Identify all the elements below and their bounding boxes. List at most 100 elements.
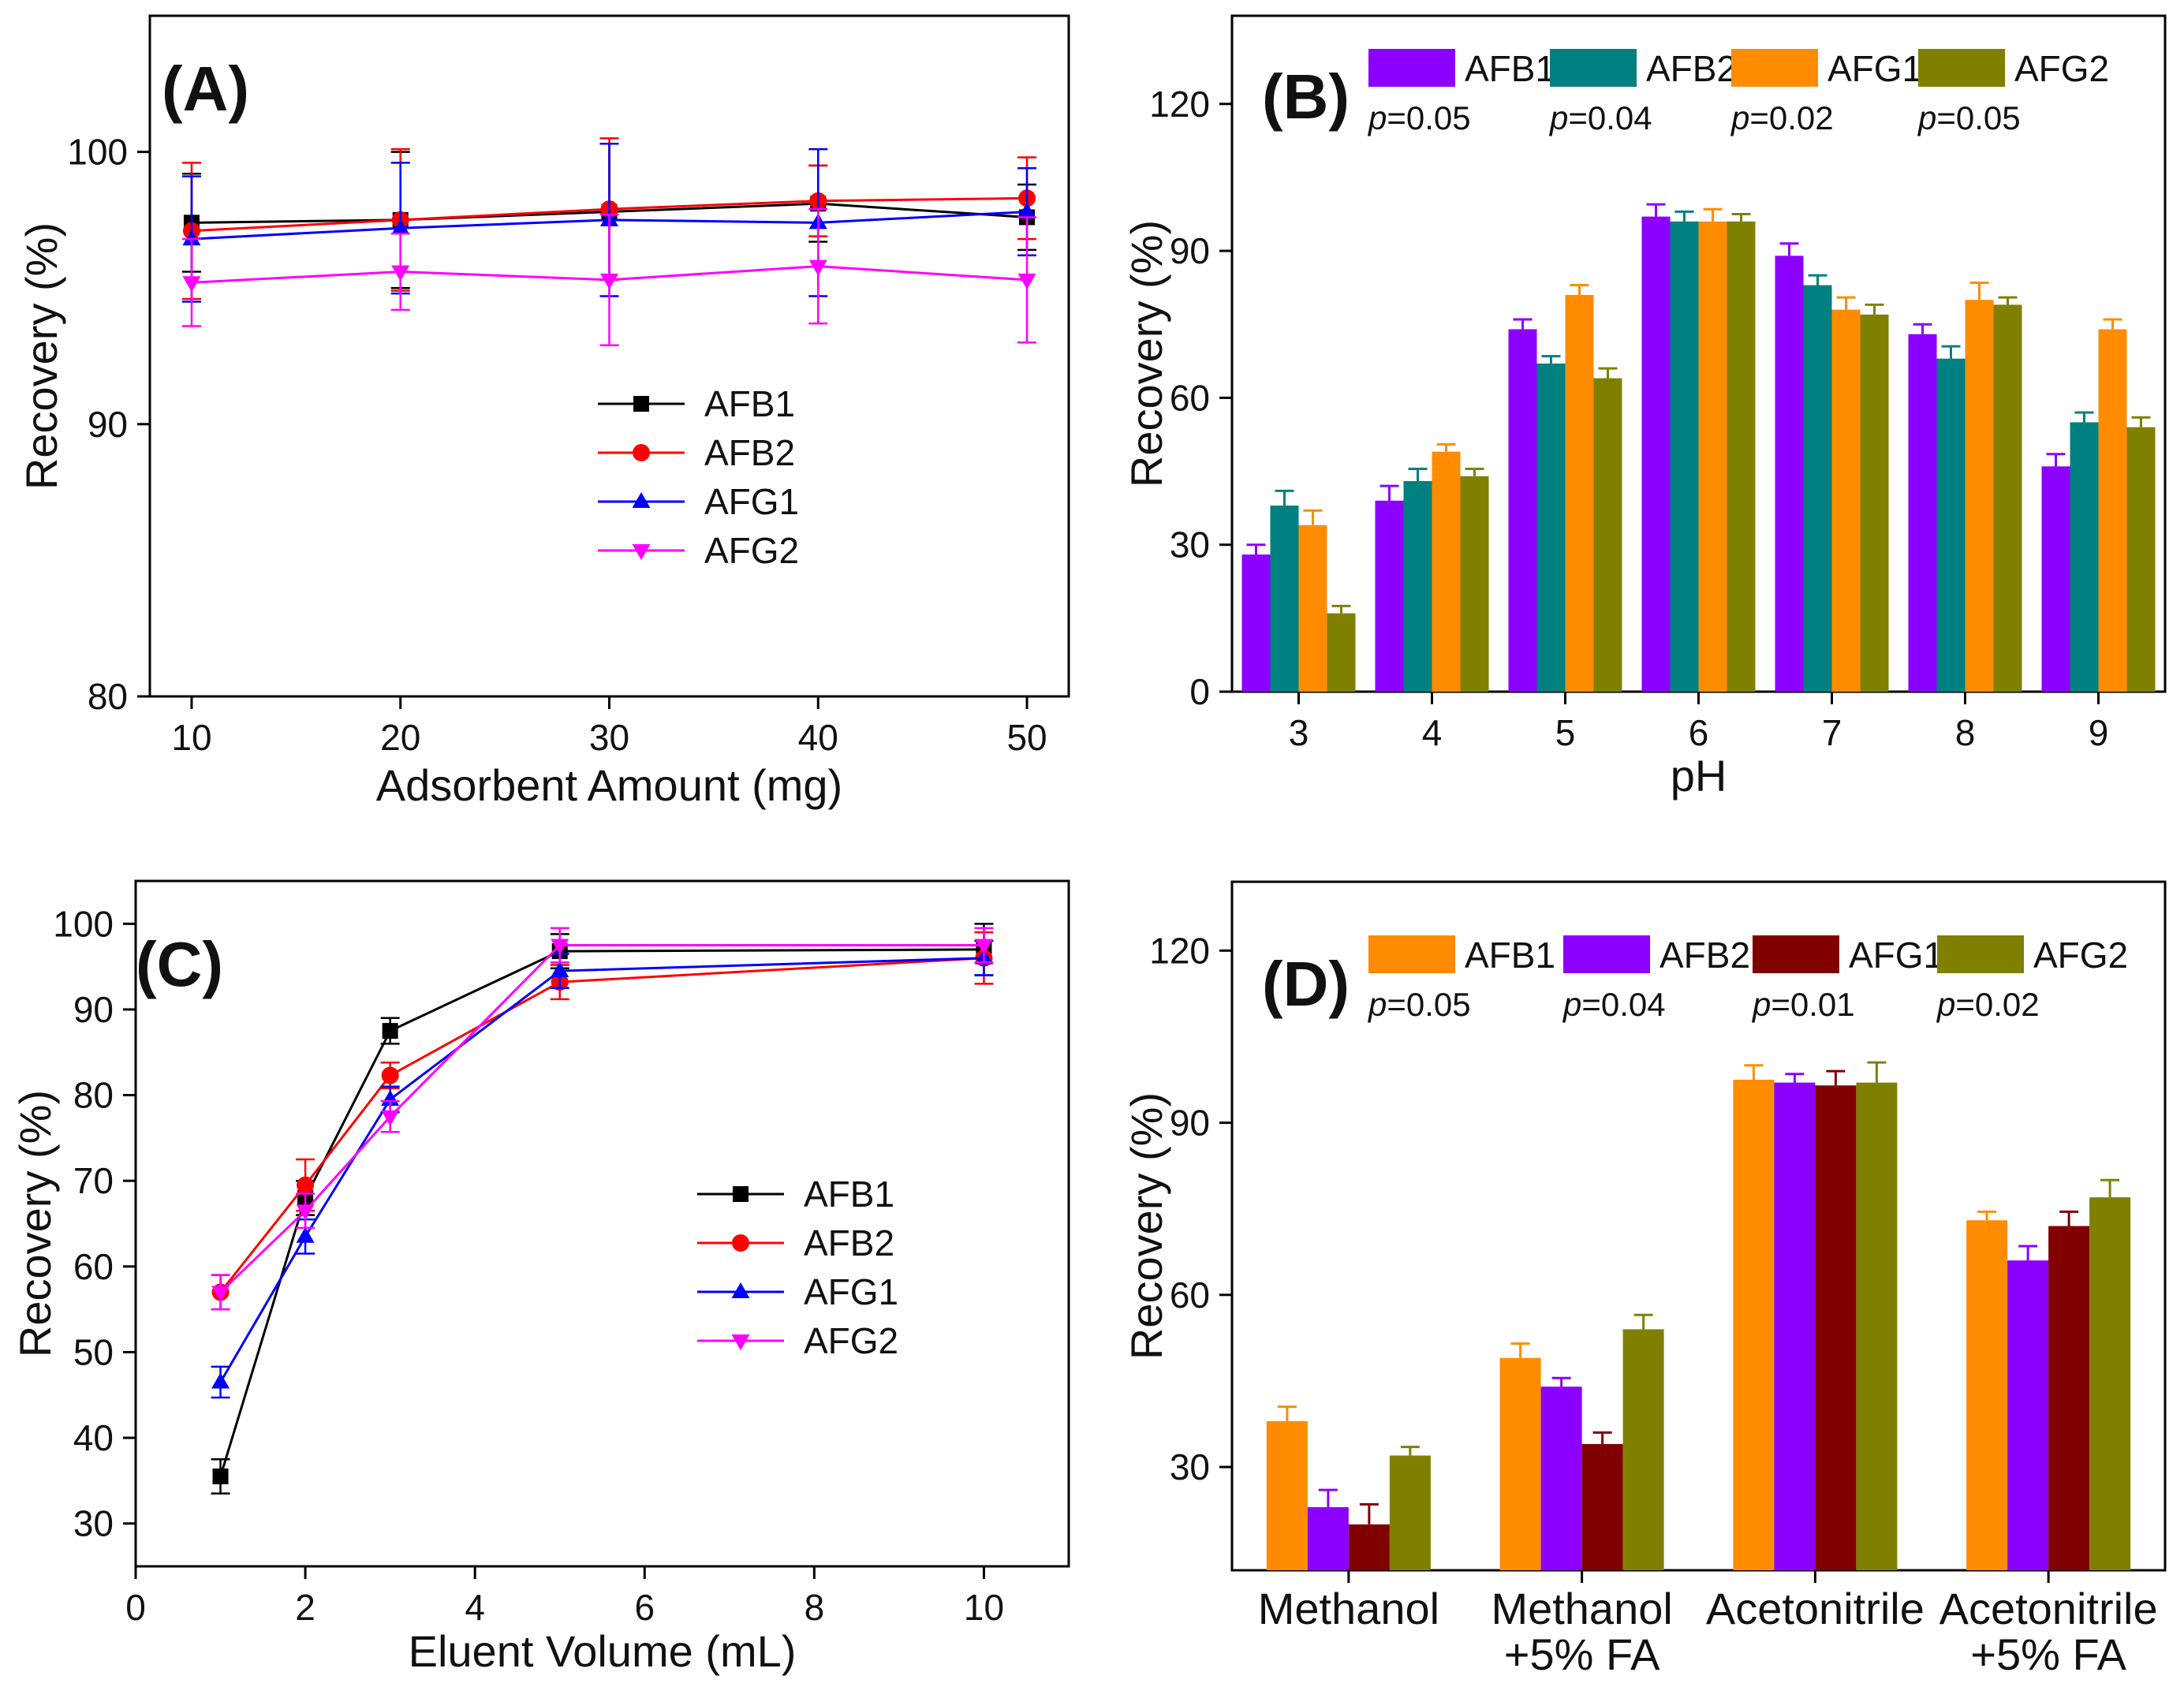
data-point [381, 1110, 400, 1126]
x-axis-label: Adsorbent Amount (mg) [376, 760, 842, 810]
panel-label: (D) [1262, 949, 1350, 1019]
bar [1856, 1082, 1898, 1570]
x-tick-label: +5% FA [1970, 1629, 2126, 1679]
p-value: p=0.02 [1936, 986, 2040, 1023]
bar [1432, 451, 1461, 692]
bar [2098, 329, 2127, 692]
bar [1698, 221, 1727, 692]
legend: AFB1 p=0.05 AFB2 p=0.04 AFG1 p=0.01 AFG2 p=0.02 [1367, 935, 2128, 1023]
legend: AFB1 AFB2 AFG1 AFG2 [697, 1174, 898, 1361]
data-point [1017, 202, 1036, 218]
legend-label: AFB1 [704, 383, 795, 424]
x-tick-label: 20 [380, 717, 420, 758]
bar [2126, 427, 2156, 692]
legend-swatch [1918, 49, 2005, 87]
series-afg2 [181, 207, 1037, 346]
data-point [296, 1204, 315, 1221]
bar [1307, 1506, 1349, 1570]
data-point [297, 1176, 315, 1194]
p-value: p=0.01 [1751, 986, 1855, 1023]
legend-swatch [1937, 935, 2024, 973]
bar [1581, 1443, 1623, 1570]
series-line [219, 957, 984, 1383]
series-afg2 [211, 927, 994, 1311]
legend-marker [633, 396, 649, 412]
y-tick-label: 0 [1189, 671, 1210, 712]
series-afb1 [1266, 1064, 2008, 1570]
bar [1540, 1387, 1582, 1570]
data-point [391, 265, 410, 282]
bar [1565, 294, 1594, 692]
x-axis-label: Eluent Volume (mL) [409, 1626, 797, 1676]
bar [1508, 329, 1537, 692]
data-point [212, 1468, 229, 1484]
data-point [551, 961, 569, 978]
bar [1908, 334, 1937, 692]
bar [1241, 554, 1271, 692]
legend-label: AFG1 [704, 481, 799, 522]
bar [1327, 613, 1356, 692]
y-tick-label: 60 [1170, 1275, 1210, 1316]
series-afb2 [1307, 1073, 2049, 1570]
p-value: p=0.04 [1548, 99, 1652, 136]
bar [1266, 1420, 1308, 1570]
bar [1803, 285, 1832, 692]
legend-label: AFB1 [804, 1174, 894, 1215]
legend-marker [732, 1234, 749, 1252]
legend-marker [731, 1334, 750, 1350]
data-point [600, 273, 618, 289]
y-tick-label: 50 [73, 1331, 114, 1372]
legend-marker [633, 444, 650, 461]
panel-label: (A) [162, 54, 249, 124]
x-tick-label: 3 [1289, 712, 1309, 753]
legend-swatch [1563, 935, 1650, 973]
y-tick-label: 30 [1170, 524, 1210, 565]
bar [1993, 304, 2022, 692]
bar [1499, 1357, 1541, 1570]
bar [2041, 466, 2070, 692]
x-tick-label: 40 [798, 717, 838, 758]
x-tick-label: 0 [125, 1587, 146, 1628]
bar [1348, 1524, 1390, 1570]
x-tick-label: 7 [1822, 712, 1842, 753]
legend-label: AFG1 [1827, 48, 1922, 89]
y-tick-label: 100 [67, 132, 128, 173]
p-value: p=0.05 [1367, 986, 1471, 1023]
bar [1965, 300, 1994, 692]
x-tick-label: 8 [805, 1587, 825, 1628]
legend-label: AFB2 [704, 432, 795, 473]
data-point [808, 259, 827, 276]
x-tick-label: 6 [1689, 712, 1709, 753]
bar [1622, 1329, 1664, 1570]
legend-swatch [1368, 935, 1455, 973]
x-tick-label: 4 [465, 1587, 485, 1628]
bar [1536, 363, 1566, 692]
chart-panel-b: 3 4 5 6 7 8 90306090120AFB1p=0.05AFB2p=0.04AFG… [1122, 14, 2167, 801]
bar [1403, 480, 1432, 692]
series-afg1 [1298, 207, 2127, 692]
legend-label: AFG1 [804, 1271, 898, 1312]
legend-label: AFB2 [1659, 935, 1750, 976]
legend-label: AFG2 [2014, 48, 2109, 89]
series-afb2 [1270, 210, 2099, 692]
bar [1389, 1455, 1431, 1570]
p-value: p=0.02 [1730, 99, 1834, 136]
y-tick-label: 60 [1170, 377, 1210, 418]
legend-marker [731, 1282, 750, 1298]
series-afg2 [1327, 213, 2156, 692]
y-tick-label: 80 [88, 676, 128, 717]
x-tick-label: 10 [964, 1587, 1004, 1628]
data-point [974, 939, 993, 955]
panel-label: (B) [1262, 62, 1350, 132]
series-afb1 [1241, 203, 2070, 692]
x-tick-label: 6 [634, 1587, 655, 1628]
bar [1966, 1220, 2008, 1570]
legend-marker [632, 544, 651, 560]
plot-frame [1230, 880, 2167, 1572]
bar [1860, 314, 1889, 692]
plot-frame [148, 14, 1070, 698]
legend-label: AFB2 [1646, 48, 1737, 89]
data-point [381, 1066, 399, 1084]
bar [1460, 476, 1489, 692]
y-tick-label: 30 [73, 1503, 114, 1544]
